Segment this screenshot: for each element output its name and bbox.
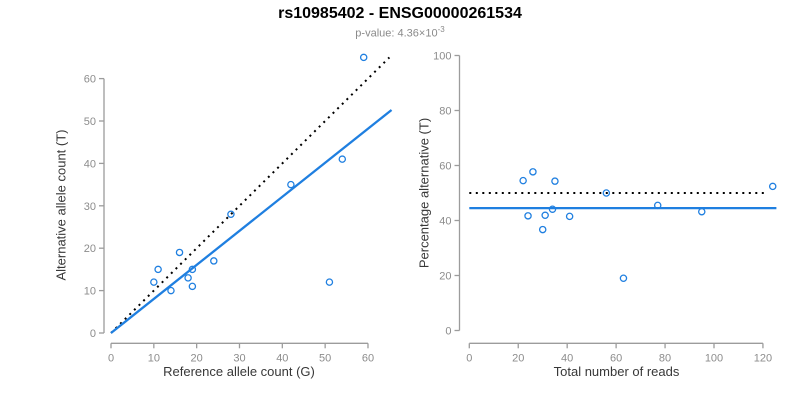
data-point	[565, 212, 574, 221]
x-axis-label-right: Total number of reads	[553, 364, 680, 379]
data-point	[519, 176, 527, 185]
y-tick-label: 40	[84, 158, 96, 170]
data-point	[167, 286, 175, 295]
data-point	[150, 278, 158, 286]
x-tick-label: 40	[561, 352, 573, 364]
y-tick-label: 20	[84, 243, 96, 255]
y-tick-label: 30	[84, 201, 96, 213]
plot-subtitle: p-value: 4.36×10-3	[0, 25, 800, 40]
y-axis-label-right: Percentage alternative (T)	[416, 117, 432, 269]
x-tick-label: 120	[754, 352, 772, 364]
y-tick-label: 20	[439, 271, 451, 283]
x-tick-label: 0	[466, 352, 472, 364]
data-point	[188, 282, 197, 291]
regression-line	[110, 109, 393, 334]
x-tick-label: 40	[276, 352, 288, 364]
x-tick-label: 20	[191, 352, 203, 364]
x-tick-label: 60	[362, 352, 374, 364]
identity-line	[110, 56, 391, 334]
data-point	[529, 168, 537, 176]
y-tick-label: 50	[84, 116, 96, 128]
data-point	[175, 248, 184, 257]
data-point	[210, 257, 218, 265]
data-point	[541, 211, 549, 220]
x-tick-label: 10	[148, 352, 160, 364]
data-point	[602, 189, 611, 197]
data-point	[325, 278, 334, 286]
x-tick-label: 30	[233, 352, 245, 364]
data-point	[184, 274, 192, 282]
data-point	[524, 212, 532, 220]
data-point	[338, 155, 347, 163]
y-tick-label: 0	[445, 326, 451, 338]
y-tick-label: 0	[90, 328, 96, 340]
y-tick-label: 80	[439, 106, 451, 118]
x-tick-label: 60	[610, 352, 622, 364]
pvalue-exponent: -3	[437, 25, 445, 34]
x-tick-label: 0	[108, 352, 114, 364]
x-tick-label: 100	[705, 352, 723, 364]
x-axis-label-left: Reference allele count (G)	[163, 364, 315, 379]
data-point	[359, 53, 368, 62]
plot-title: rs10985402 - ENSG00000261534	[278, 5, 522, 22]
data-point	[287, 180, 295, 189]
data-point	[227, 210, 235, 219]
y-tick-label: 40	[439, 216, 451, 228]
pvalue-text: p-value: 4.36×10	[355, 27, 438, 40]
y-tick-label: 60	[84, 74, 96, 86]
data-point	[538, 225, 547, 234]
x-tick-label: 80	[659, 352, 671, 364]
data-point	[154, 265, 162, 274]
y-tick-label: 10	[84, 286, 96, 298]
x-tick-label: 20	[512, 352, 524, 364]
y-tick-label: 100	[433, 51, 451, 63]
data-point	[619, 274, 628, 282]
x-tick-label: 50	[319, 352, 331, 364]
data-point	[698, 207, 706, 216]
y-tick-label: 60	[439, 161, 451, 173]
data-point	[768, 182, 777, 191]
data-point	[551, 177, 559, 185]
y-axis-label-left: Alternative allele count (T)	[53, 129, 69, 281]
